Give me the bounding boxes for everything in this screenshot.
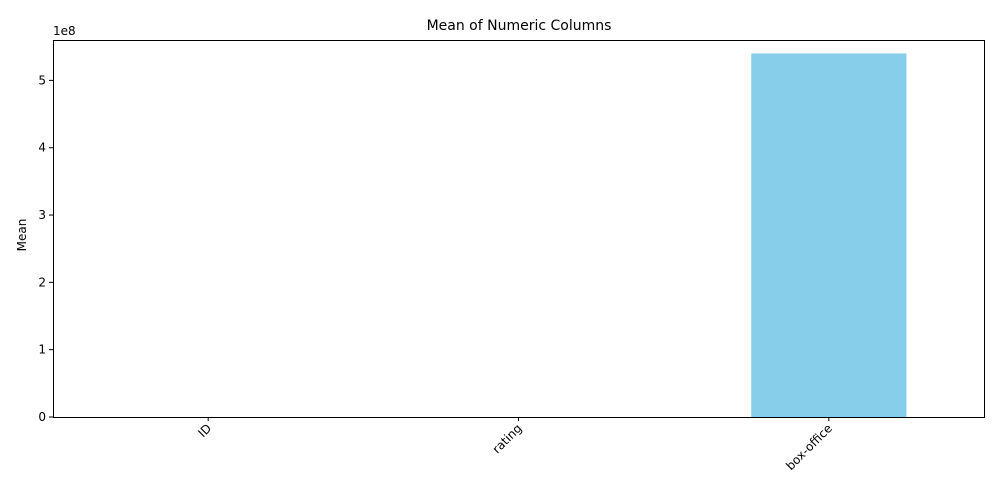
chart-title: Mean of Numeric Columns [427,18,612,34]
y-tick-label: 1 [38,343,46,357]
bar-box-office [751,53,907,417]
y-tick-label: 4 [38,141,46,155]
y-tick-label: 2 [38,275,46,289]
y-tick-label: 5 [38,73,46,87]
x-tick-label: box-office [783,421,835,473]
plot-frame [53,40,985,418]
x-tick-label: rating [490,421,525,456]
y-axis-label: Mean [15,219,29,252]
bars-group [751,53,907,417]
x-tick-label: ID [195,421,214,440]
y-tick-label: 0 [38,410,46,424]
y-axis-ticks: 0 1 2 3 4 5 [38,73,53,424]
y-axis-offset-label: 1e8 [53,24,76,38]
x-axis-ticks: ID rating box-office [195,417,835,473]
y-tick-label: 3 [38,208,46,222]
